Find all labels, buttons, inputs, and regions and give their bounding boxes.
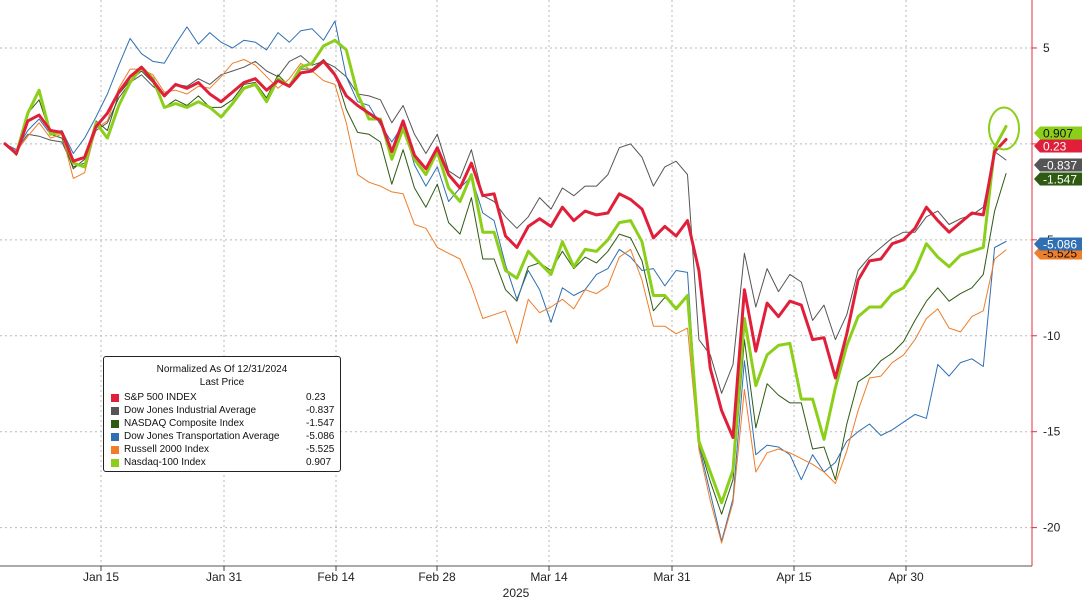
legend-series-name: Russell 2000 Index — [124, 444, 210, 455]
series-line-nasdaq-100-index — [3, 38, 1008, 505]
x-tick-label: Jan 15 — [83, 570, 119, 584]
series-line-s-p-500-index — [3, 59, 1008, 439]
legend-series-name: Dow Jones Industrial Average — [124, 405, 257, 416]
value-badge — [1034, 126, 1082, 140]
value-badge-label: 0.23 — [1043, 140, 1067, 154]
x-tick-label: Feb 28 — [418, 570, 456, 584]
value-badge — [1034, 158, 1082, 172]
highlight-ellipse — [988, 106, 1020, 151]
legend-swatch — [111, 432, 119, 441]
legend-last-value: 0.23 — [306, 392, 326, 403]
x-tick-label: Apr 30 — [888, 570, 924, 584]
value-badge-label: -0.837 — [1043, 159, 1077, 173]
legend-entry: NASDAQ Composite Index -1.547 — [104, 417, 340, 430]
y-tick-label: -10 — [1043, 329, 1061, 343]
series-lines — [3, 20, 1008, 544]
legend-entry: S&P 500 INDEX 0.23 — [104, 391, 340, 404]
annotations — [988, 106, 1020, 151]
last-value-badges: 0.230.907-0.837-1.547-5.525-5.086 — [1034, 126, 1082, 261]
series-line-russell-2000-index — [4, 59, 1007, 544]
legend-swatch — [111, 393, 119, 402]
value-badge — [1034, 172, 1082, 186]
y-tick-label: -20 — [1043, 521, 1061, 535]
legend-swatch — [111, 406, 119, 415]
legend-last-value: -1.547 — [306, 418, 335, 429]
legend-series-name: S&P 500 INDEX — [124, 392, 197, 403]
x-tick-label: Feb 14 — [317, 570, 355, 584]
legend-last-value: 0.907 — [306, 457, 332, 468]
value-badge — [1034, 237, 1082, 251]
x-axis-year-label: 2025 — [503, 586, 530, 600]
y-tick-label: -15 — [1043, 425, 1061, 439]
series-line-dow-jones-industrial-average — [4, 55, 1007, 394]
legend-entry: Russell 2000 Index -5.525 — [104, 443, 340, 456]
series-line-dow-jones-transportation-average — [4, 20, 1007, 542]
legend-last-value: -5.086 — [306, 431, 335, 442]
x-tick-label: Apr 15 — [776, 570, 812, 584]
axes: Jan 15 Jan 31 Feb 14 Feb 28 Mar 14 Mar 31 Apr … — [0, 0, 1061, 600]
legend-last-value: -0.837 — [306, 405, 335, 416]
y-tick-label: 5 — [1043, 41, 1050, 55]
legend-swatch — [111, 445, 119, 454]
legend-series-name: Dow Jones Transportation Average — [124, 431, 280, 442]
value-badge-label: -1.547 — [1043, 173, 1077, 187]
legend-swatch — [111, 458, 119, 467]
value-badge-label: 0.907 — [1043, 127, 1073, 141]
x-tick-label: Mar 14 — [530, 570, 568, 584]
legend: Normalized As Of 12/31/2024 Last Price S… — [103, 356, 341, 472]
legend-entries: S&P 500 INDEX 0.23 Dow Jones Industrial Av… — [104, 391, 340, 469]
legend-title: Normalized As Of 12/31/2024 — [156, 364, 288, 375]
legend-entry: Dow Jones Industrial Average -0.837 — [104, 404, 340, 417]
series-line-nasdaq-composite-index — [4, 59, 1007, 515]
value-badge — [1034, 139, 1082, 153]
legend-series-name: NASDAQ Composite Index — [124, 418, 245, 429]
legend-entry: Nasdaq-100 Index 0.907 — [104, 456, 340, 469]
legend-swatch — [111, 419, 119, 428]
legend-entry: Dow Jones Transportation Average -5.086 — [104, 430, 340, 443]
legend-series-name: Nasdaq-100 Index — [124, 457, 206, 468]
x-tick-label: Mar 31 — [653, 570, 691, 584]
value-badge-label: -5.086 — [1043, 238, 1077, 252]
x-tick-label: Jan 31 — [206, 570, 242, 584]
legend-subtitle: Last Price — [199, 377, 245, 388]
legend-last-value: -5.525 — [306, 444, 335, 455]
